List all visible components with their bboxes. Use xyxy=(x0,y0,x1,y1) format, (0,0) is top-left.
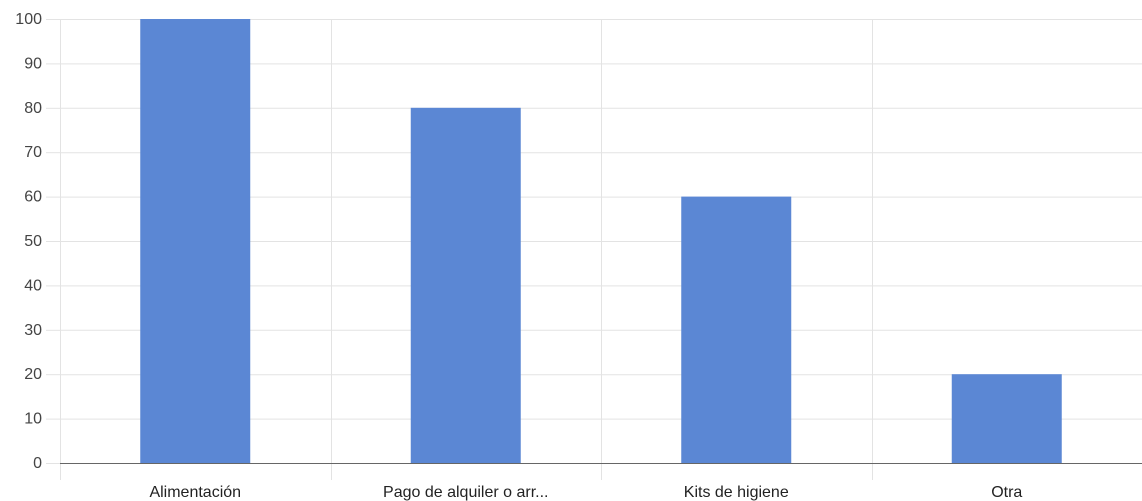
y-tick-label-40: 40 xyxy=(24,277,42,294)
y-tick-label-100: 100 xyxy=(15,11,42,28)
y-tick-label-60: 60 xyxy=(24,189,42,206)
x-category-label-2: Kits de higiene xyxy=(684,484,789,501)
y-tick-label-90: 90 xyxy=(24,55,42,72)
y-tick-label-20: 20 xyxy=(24,366,42,383)
y-tick-label-0: 0 xyxy=(33,455,42,472)
bar-1[interactable] xyxy=(410,107,521,464)
y-tick-label-30: 30 xyxy=(24,322,42,339)
x-category-label-0: Alimentación xyxy=(149,484,241,501)
x-category-label-3: Otra xyxy=(991,484,1022,501)
y-axis-tick-labels: 0 10 20 30 40 50 60 70 80 90 100 xyxy=(15,11,42,472)
y-tick-label-50: 50 xyxy=(24,233,42,250)
y-tick-label-10: 10 xyxy=(24,411,42,428)
x-axis-category-labels: Alimentación Pago de alquiler o arr... Kit… xyxy=(149,484,1022,501)
y-tick-label-80: 80 xyxy=(24,100,42,117)
x-category-label-1: Pago de alquiler o arr... xyxy=(383,484,548,501)
bars xyxy=(140,19,1062,464)
vertical-gridlines xyxy=(60,19,873,480)
bar-0[interactable] xyxy=(140,19,251,463)
bar-3[interactable] xyxy=(951,374,1062,463)
bar-2[interactable] xyxy=(681,196,792,463)
y-tick-label-70: 70 xyxy=(24,144,42,161)
